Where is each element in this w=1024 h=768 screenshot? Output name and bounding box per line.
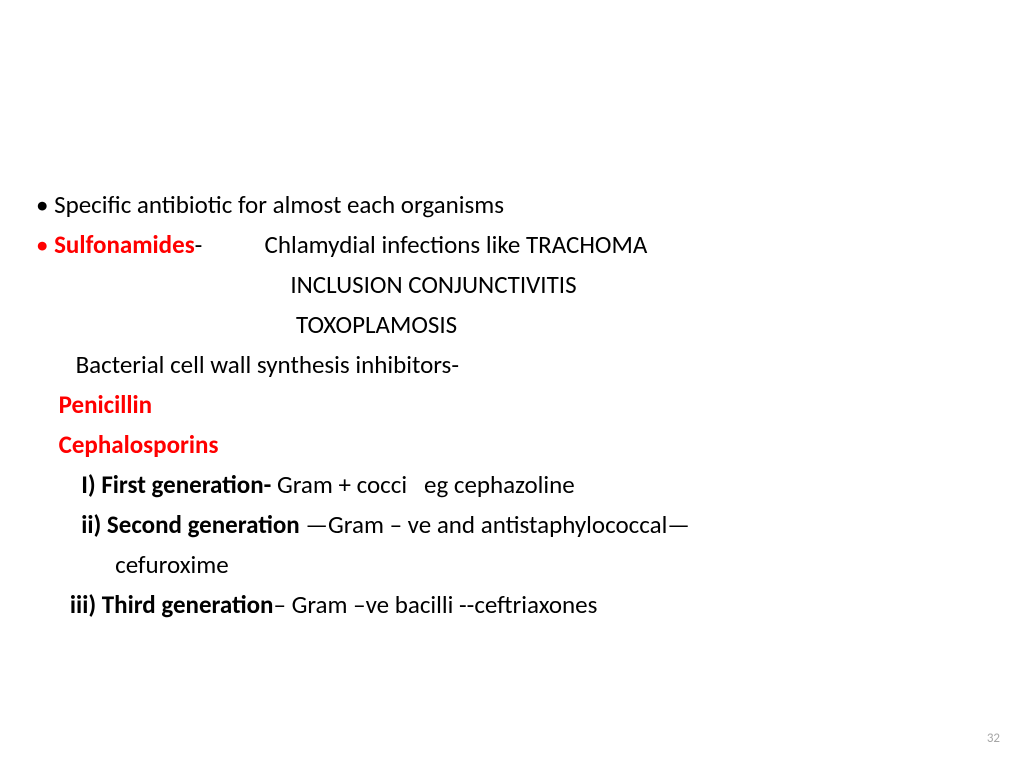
bullet-line-2: • Sulfonamides- Chlamydial infections li… (36, 225, 988, 265)
page-number: 32 (987, 731, 1000, 746)
text-line-10: cefuroxime (36, 545, 988, 585)
label-first-gen: I) First generation- (36, 469, 277, 500)
drug-sulfonamides: Sulfonamides (54, 229, 195, 260)
label-second-gen: ii) Second generation (36, 509, 305, 540)
text-line-2: Chlamydial infections like TRACHOMA (265, 229, 648, 260)
line-first-gen: I) First generation- Gram + cocci eg cep… (36, 465, 988, 505)
drug-penicillin: Penicillin (36, 385, 988, 425)
text-third-gen: – Gram –ve bacilli --ceftriaxones (273, 589, 597, 620)
slide-body: • Specific antibiotic for almost each or… (0, 0, 1024, 768)
label-third-gen: iii) Third generation (36, 589, 273, 620)
text-first-gen: Gram + cocci eg cephazoline (277, 469, 575, 500)
text-line-4: TOXOPLAMOSIS (36, 305, 988, 345)
line-third-gen: iii) Third generation– Gram –ve bacilli … (36, 585, 988, 625)
text-line-3: INCLUSION CONJUNCTIVITIS (36, 265, 988, 305)
text-line-5: Bacterial cell wall synthesis inhibitors… (36, 345, 988, 385)
drug-cephalosporins: Cephalosporins (36, 425, 988, 465)
sep-2: - (195, 229, 265, 260)
bullet-line-1: • Specific antibiotic for almost each or… (36, 185, 988, 225)
text-line-1: Specific antibiotic for almost each orga… (54, 189, 504, 220)
line-second-gen: ii) Second generation —Gram – ve and ant… (36, 505, 988, 545)
text-second-gen: —Gram – ve and antistaphylococcal— (305, 509, 690, 540)
